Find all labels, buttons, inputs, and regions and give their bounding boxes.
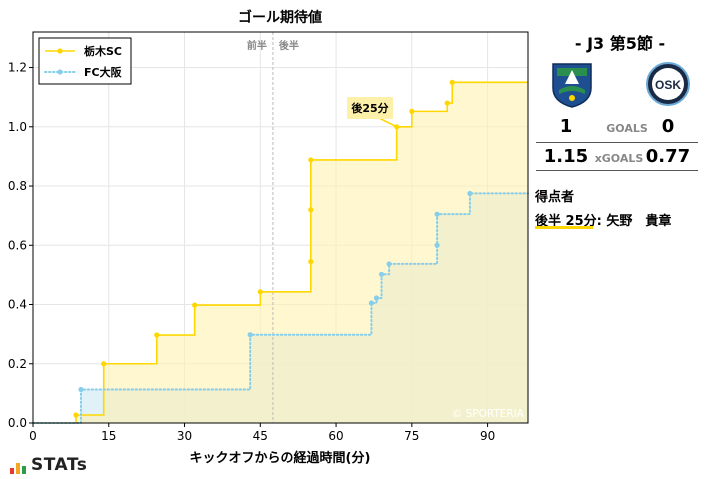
stats-logo-text: STATs bbox=[31, 455, 88, 475]
data-point bbox=[434, 211, 440, 217]
xgoals-label: xGOALS bbox=[594, 152, 644, 165]
x-tick-label: 30 bbox=[177, 429, 192, 443]
series-area-home bbox=[33, 82, 528, 423]
y-tick-label: 1.2 bbox=[8, 61, 27, 75]
xgoals-row: 1.15 xGOALS 0.77 bbox=[536, 146, 698, 171]
data-point bbox=[373, 295, 380, 301]
annotation-box bbox=[347, 97, 393, 119]
plot-frame bbox=[32, 31, 529, 424]
data-point bbox=[308, 207, 314, 213]
legend-marker bbox=[57, 69, 63, 75]
legend-label: FC大阪 bbox=[84, 65, 123, 79]
stats-logo-bars-icon bbox=[10, 463, 26, 474]
data-point bbox=[78, 386, 84, 393]
data-point bbox=[308, 157, 314, 163]
x-tick-label: 45 bbox=[253, 429, 268, 443]
stats-logo: STATs bbox=[10, 456, 87, 474]
data-point bbox=[192, 302, 198, 308]
data-point bbox=[247, 332, 253, 338]
x-axis-label: キックオフからの経過時間(分) bbox=[190, 450, 371, 466]
match-summary-panel: - J3 第5節 - OSK 1 GOALS 0 1.15 xGOALS 0.7… bbox=[533, 0, 707, 260]
tochigi-sc-crest-icon bbox=[549, 60, 595, 108]
y-tick-label: 0.0 bbox=[8, 416, 27, 430]
goals-row: 1 GOALS 0 bbox=[536, 116, 698, 143]
legend-label: 栃木SC bbox=[84, 44, 122, 58]
y-tick-label: 0.4 bbox=[8, 298, 27, 312]
data-point bbox=[73, 412, 79, 418]
x-tick-label: 90 bbox=[480, 429, 495, 443]
y-tick-label: 1.0 bbox=[8, 120, 27, 134]
annotation-label: 後25分 bbox=[351, 101, 388, 115]
y-tick-label: 0.6 bbox=[8, 238, 27, 252]
y-tick-label: 0.2 bbox=[8, 357, 27, 371]
data-point bbox=[368, 300, 375, 306]
data-point bbox=[378, 271, 385, 277]
second-half-label: 後半 bbox=[279, 39, 299, 52]
data-point bbox=[101, 361, 107, 367]
legend bbox=[38, 37, 132, 85]
x-tick-label: 0 bbox=[29, 429, 37, 443]
scorers-title: 得点者 bbox=[535, 190, 575, 205]
data-point bbox=[409, 108, 415, 114]
data-point bbox=[386, 261, 392, 267]
scorer-entry: 後半 25分: 矢野 貴章 bbox=[535, 214, 672, 229]
away-goals: 0 bbox=[661, 116, 675, 137]
fc-osaka-crest-icon: OSK bbox=[645, 60, 691, 108]
x-tick-label: 15 bbox=[101, 429, 116, 443]
away-xg: 0.77 bbox=[645, 146, 691, 167]
x-tick-label: 60 bbox=[328, 429, 343, 443]
first-half-label: 前半 bbox=[247, 39, 267, 52]
home-xg: 1.15 bbox=[543, 146, 589, 167]
data-point bbox=[257, 289, 263, 295]
data-point bbox=[467, 190, 473, 197]
x-tick-label: 75 bbox=[404, 429, 419, 443]
match-title: - J3 第5節 - bbox=[574, 34, 666, 53]
legend-marker bbox=[57, 48, 63, 54]
home-goals: 1 bbox=[559, 116, 573, 137]
svg-text:OSK: OSK bbox=[655, 78, 681, 92]
data-point bbox=[308, 258, 314, 265]
data-point bbox=[434, 242, 440, 248]
chart-title: ゴール期待値 bbox=[238, 9, 322, 26]
series-line-home bbox=[33, 81, 528, 424]
data-point bbox=[449, 79, 455, 85]
goals-label: GOALS bbox=[606, 122, 648, 135]
data-point bbox=[154, 332, 160, 338]
data-point bbox=[444, 100, 450, 106]
watermark: © SPORTERIA bbox=[452, 408, 525, 420]
scorer-underline bbox=[535, 226, 593, 229]
y-tick-label: 0.8 bbox=[8, 179, 27, 193]
